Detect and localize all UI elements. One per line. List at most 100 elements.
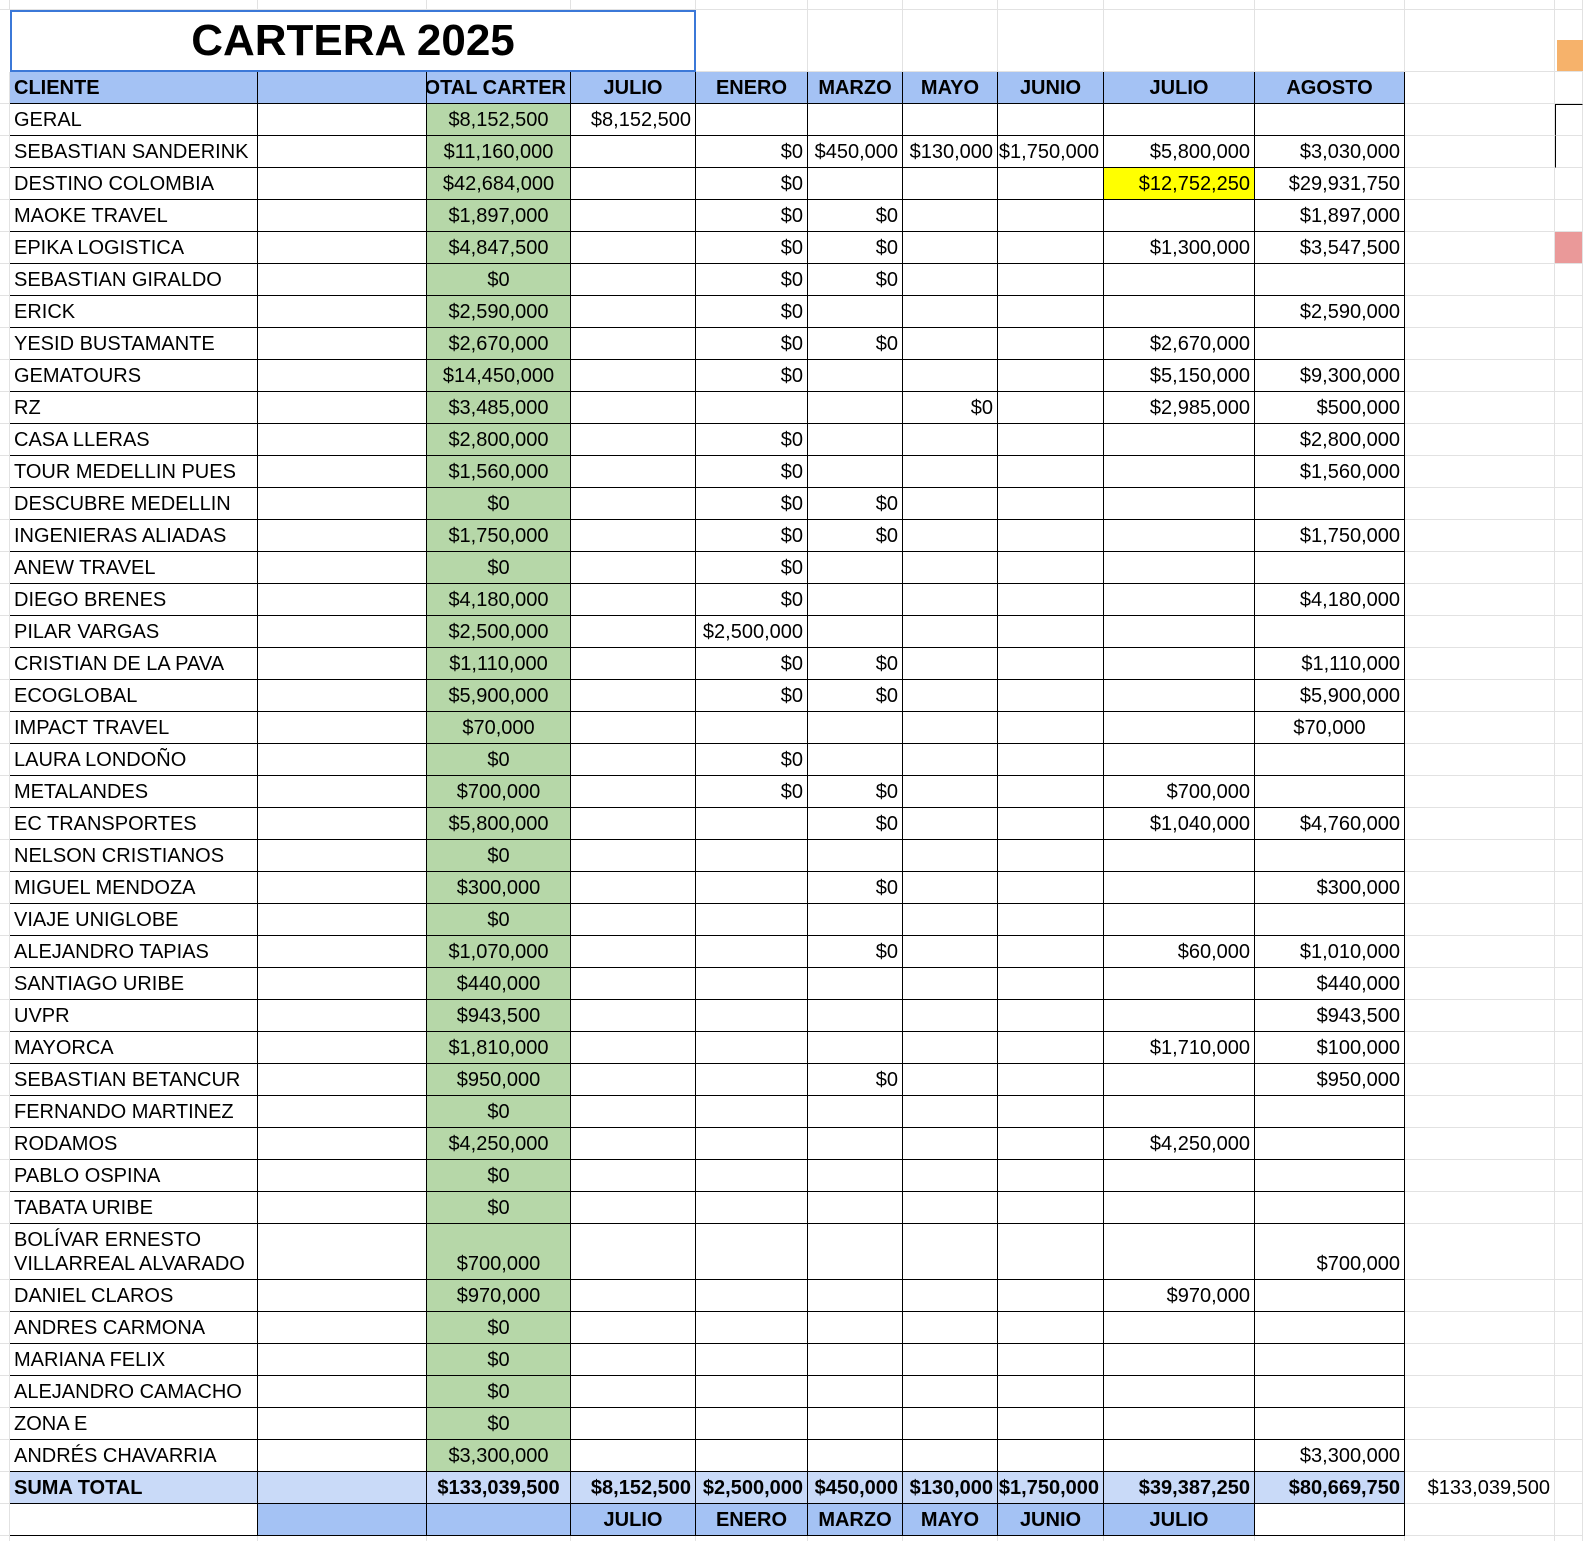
month-value <box>808 1344 903 1376</box>
month-value: $0 <box>808 936 903 968</box>
month-value <box>808 1160 903 1192</box>
month-value <box>696 1096 808 1128</box>
total-cartera: $4,250,000 <box>427 1128 571 1160</box>
empty-cell <box>1555 328 1583 360</box>
month-value <box>903 1192 998 1224</box>
empty-cell <box>1555 584 1583 616</box>
month-value <box>998 168 1104 200</box>
month-value <box>696 904 808 936</box>
month-value: $0 <box>696 648 808 680</box>
row-gutter <box>0 392 10 424</box>
empty-cell <box>571 0 696 10</box>
month-value: $2,590,000 <box>1255 296 1405 328</box>
total-cartera: $970,000 <box>427 1280 571 1312</box>
month-value <box>571 712 696 744</box>
empty-cell <box>1555 296 1583 328</box>
empty-cell <box>1405 808 1555 840</box>
row-gutter <box>0 232 10 264</box>
empty-cell <box>1405 552 1555 584</box>
row-gutter <box>0 904 10 936</box>
month-value <box>1104 296 1255 328</box>
month-value <box>903 648 998 680</box>
empty-cell <box>1555 808 1583 840</box>
empty-cell <box>1405 712 1555 744</box>
month-value <box>571 232 696 264</box>
row-gutter <box>0 424 10 456</box>
month-value <box>808 712 903 744</box>
empty-cell <box>1405 168 1555 200</box>
month-value: $8,152,500 <box>571 104 696 136</box>
empty-cell <box>0 1536 10 1541</box>
month-value <box>998 1160 1104 1192</box>
month-value <box>696 1128 808 1160</box>
client-name: DIEGO BRENES <box>10 584 258 616</box>
month-value <box>571 136 696 168</box>
month-value <box>1104 1224 1255 1280</box>
row-gutter <box>0 488 10 520</box>
month-value: $4,760,000 <box>1255 808 1405 840</box>
month-value: $130,000 <box>903 136 998 168</box>
month-value <box>808 424 903 456</box>
month-value <box>903 712 998 744</box>
header-cell: CLIENTE <box>10 72 258 104</box>
client-name: GERAL <box>10 104 258 136</box>
empty-cell <box>1255 1504 1405 1536</box>
month-value <box>1255 552 1405 584</box>
month-value <box>903 872 998 904</box>
month-value <box>998 328 1104 360</box>
client-name: DANIEL CLAROS <box>10 1280 258 1312</box>
month-value <box>571 296 696 328</box>
total-cartera: $950,000 <box>427 1064 571 1096</box>
month-value <box>998 776 1104 808</box>
empty-cell <box>1255 10 1405 72</box>
month-value: $450,000 <box>808 136 903 168</box>
month-value <box>808 1128 903 1160</box>
empty-cell <box>1104 1536 1255 1541</box>
month-value <box>571 1440 696 1472</box>
month-value <box>571 648 696 680</box>
row-gutter <box>0 1312 10 1344</box>
month-value <box>571 904 696 936</box>
month-value <box>998 616 1104 648</box>
month-value <box>903 776 998 808</box>
month-value <box>808 1000 903 1032</box>
month-value <box>808 296 903 328</box>
month-value: $0 <box>696 456 808 488</box>
empty-cell <box>258 424 427 456</box>
month-value <box>998 488 1104 520</box>
empty-cell <box>1555 776 1583 808</box>
month-value <box>998 424 1104 456</box>
month-value <box>1104 1312 1255 1344</box>
month-value <box>571 1408 696 1440</box>
month-value <box>903 808 998 840</box>
month-value <box>1255 840 1405 872</box>
month-value <box>808 1440 903 1472</box>
empty-cell <box>258 1280 427 1312</box>
month-value <box>1104 872 1255 904</box>
month-value <box>571 520 696 552</box>
empty-cell <box>258 840 427 872</box>
month-value <box>571 680 696 712</box>
month-value <box>903 1096 998 1128</box>
month-value <box>1104 1192 1255 1224</box>
month-value <box>696 1032 808 1064</box>
empty-cell <box>10 1536 258 1541</box>
total-value: $450,000 <box>808 1472 903 1504</box>
month-value: $2,500,000 <box>696 616 808 648</box>
month-value: $500,000 <box>1255 392 1405 424</box>
month-value <box>571 1032 696 1064</box>
empty-cell <box>1555 680 1583 712</box>
month-value <box>903 1280 998 1312</box>
header-cell: TOTAL CARTER <box>427 72 571 104</box>
month-value <box>903 552 998 584</box>
month-value <box>1255 1312 1405 1344</box>
total-cartera: $8,152,500 <box>427 104 571 136</box>
empty-cell <box>10 1504 258 1536</box>
month-value <box>903 232 998 264</box>
client-name: ANEW TRAVEL <box>10 552 258 584</box>
footer-label: JULIO <box>571 1504 696 1536</box>
row-gutter <box>0 744 10 776</box>
month-value <box>998 232 1104 264</box>
month-value <box>1104 840 1255 872</box>
month-value: $1,750,000 <box>998 136 1104 168</box>
